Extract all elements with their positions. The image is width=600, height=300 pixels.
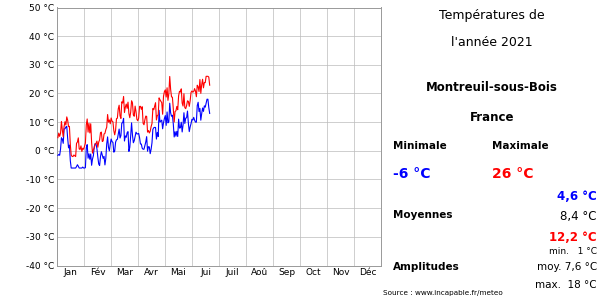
Text: -6 °C: -6 °C	[393, 167, 431, 181]
Text: Moyennes: Moyennes	[393, 210, 452, 220]
Text: Source : www.incapable.fr/meteo: Source : www.incapable.fr/meteo	[383, 290, 503, 296]
Text: min.   1 °C: min. 1 °C	[549, 248, 597, 256]
Text: moy. 7,6 °C: moy. 7,6 °C	[537, 262, 597, 272]
Text: max.  18 °C: max. 18 °C	[535, 280, 597, 290]
Text: Maximale: Maximale	[492, 141, 548, 151]
Text: 26 °C: 26 °C	[492, 167, 533, 181]
Text: 12,2 °C: 12,2 °C	[550, 231, 597, 244]
Text: Minimale: Minimale	[393, 141, 447, 151]
Text: France: France	[470, 111, 514, 124]
Text: Montreuil-sous-Bois: Montreuil-sous-Bois	[426, 81, 558, 94]
Text: 8,4 °C: 8,4 °C	[560, 210, 597, 223]
Text: Amplitudes: Amplitudes	[393, 262, 460, 272]
Text: 4,6 °C: 4,6 °C	[557, 190, 597, 203]
Text: l'année 2021: l'année 2021	[451, 36, 533, 49]
Text: Températures de: Températures de	[439, 9, 545, 22]
